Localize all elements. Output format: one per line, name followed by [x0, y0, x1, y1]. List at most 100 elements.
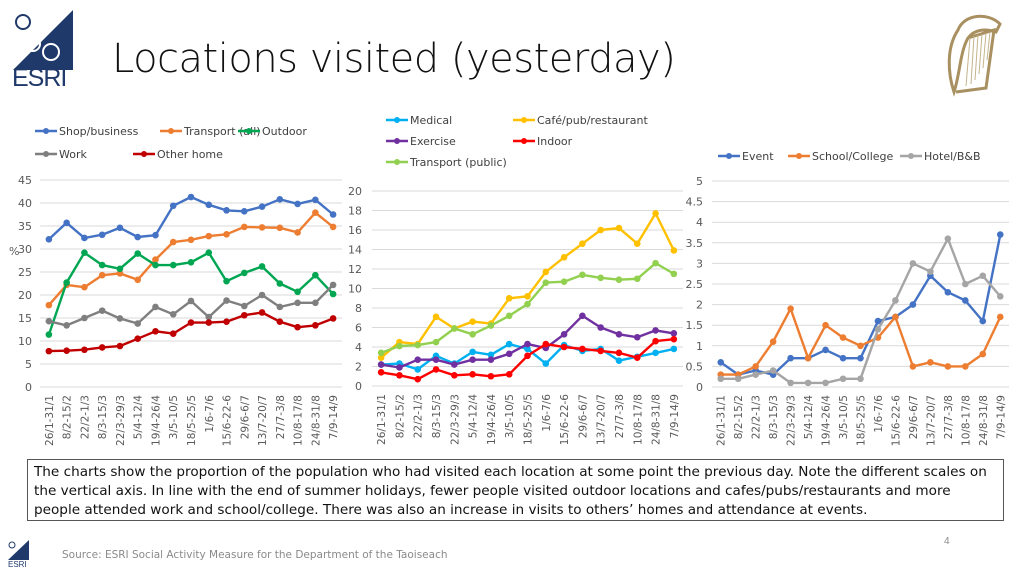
- data-point: [892, 297, 899, 304]
- slide-title: Locations visited (yesterday): [112, 36, 676, 82]
- x-tick-label: 18/5-25/5: [856, 395, 868, 446]
- data-point: [187, 297, 195, 305]
- data-point: [505, 294, 513, 302]
- y-tick-label: 20: [18, 289, 32, 302]
- series-work: [45, 281, 337, 329]
- data-point: [98, 231, 106, 239]
- legend-marker: [521, 117, 527, 123]
- data-point: [414, 356, 422, 363]
- data-point: [276, 224, 284, 232]
- data-point: [652, 259, 659, 267]
- data-point: [874, 326, 882, 333]
- legend-label: School/College: [812, 150, 893, 163]
- y-tick-label: 5: [25, 358, 32, 371]
- series-other-home: [45, 309, 337, 355]
- legend-label: Shop/business: [59, 125, 139, 138]
- legend-marker: [43, 128, 49, 134]
- data-point: [670, 335, 678, 343]
- x-tick-label: 26/1-31/1: [716, 395, 728, 446]
- data-point: [187, 259, 195, 266]
- legend-marker: [43, 151, 49, 157]
- data-point: [377, 349, 385, 357]
- x-tick-label: 13/7-20/7: [925, 395, 937, 446]
- data-point: [597, 226, 604, 234]
- data-point: [996, 313, 1004, 321]
- data-point: [822, 321, 829, 329]
- data-point: [804, 379, 812, 387]
- x-tick-label: 8/2-15/2: [62, 395, 74, 439]
- data-point: [909, 301, 917, 308]
- data-point: [787, 379, 794, 387]
- legend-label: Transport (all): [183, 125, 261, 138]
- data-point: [652, 327, 659, 334]
- data-point: [152, 328, 159, 335]
- legend-marker: [394, 159, 400, 165]
- data-point: [377, 369, 385, 376]
- chart-2: 0 2 4 6 8 10 12 14 16 18 20 26/1-31/1 8/2-15/2 22/2-1…: [348, 114, 683, 445]
- series-hotel-b-b: [717, 235, 1004, 387]
- x-tick-label: 19/4-26/4: [821, 395, 833, 446]
- data-point: [432, 356, 440, 363]
- data-point: [169, 261, 177, 269]
- y-tick-label: 6: [355, 322, 362, 335]
- x-tick-label: 24/8-31/8: [978, 395, 990, 446]
- x-tick-label: 5/4-12/4: [803, 395, 815, 440]
- data-point: [187, 236, 195, 244]
- data-point: [944, 363, 952, 370]
- harp-emblem-icon: [947, 14, 1002, 97]
- data-point: [294, 288, 301, 296]
- data-point: [615, 276, 623, 284]
- data-point: [579, 271, 586, 279]
- y-tick-label: 1: [696, 340, 703, 353]
- x-tick-label: 1/6-7/6: [873, 395, 885, 433]
- data-point: [116, 224, 124, 232]
- esri-mini-logo-icon: ESRI: [8, 540, 29, 568]
- data-point: [469, 331, 476, 338]
- data-point: [670, 345, 678, 353]
- data-point: [857, 375, 864, 383]
- data-point: [487, 356, 495, 363]
- data-point: [396, 371, 403, 379]
- x-tick-label: 13/7-20/7: [596, 394, 608, 445]
- data-point: [787, 354, 794, 362]
- data-point: [377, 361, 385, 368]
- x-tick-label: 7/9-14/9: [995, 395, 1007, 439]
- data-point: [615, 357, 623, 364]
- data-point: [505, 371, 513, 378]
- data-point: [312, 322, 319, 329]
- data-point: [752, 371, 759, 378]
- data-point: [98, 261, 106, 269]
- y-tick-label: 3.5: [686, 237, 704, 250]
- x-tick-label: 15/6-22-6: [890, 395, 902, 447]
- data-point: [633, 275, 641, 283]
- data-point: [451, 325, 458, 332]
- data-point: [892, 313, 899, 321]
- legend-marker: [246, 128, 252, 134]
- legend-marker: [394, 117, 400, 123]
- svg-text:ESRI: ESRI: [8, 560, 27, 568]
- legend-marker: [796, 153, 802, 159]
- data-point: [329, 315, 337, 322]
- data-point: [98, 344, 106, 351]
- data-point: [81, 234, 88, 242]
- data-point: [579, 312, 586, 320]
- data-point: [597, 324, 604, 331]
- data-point: [670, 330, 678, 337]
- data-point: [734, 375, 742, 383]
- data-point: [652, 337, 659, 345]
- data-point: [944, 288, 952, 296]
- x-tick-label: 26/1-31/1: [44, 395, 56, 446]
- data-point: [615, 331, 623, 338]
- data-point: [223, 297, 230, 304]
- data-point: [152, 261, 159, 269]
- data-point: [579, 345, 586, 353]
- x-tick-label: 15/6-22-6: [222, 395, 234, 447]
- data-point: [294, 229, 301, 236]
- data-point: [996, 231, 1004, 238]
- y-tick-label: 0.5: [686, 360, 704, 373]
- data-point: [769, 338, 777, 345]
- data-point: [134, 320, 142, 327]
- legend-marker: [141, 151, 147, 157]
- data-point: [927, 268, 934, 275]
- x-tick-label: 8/2-15/2: [733, 395, 745, 439]
